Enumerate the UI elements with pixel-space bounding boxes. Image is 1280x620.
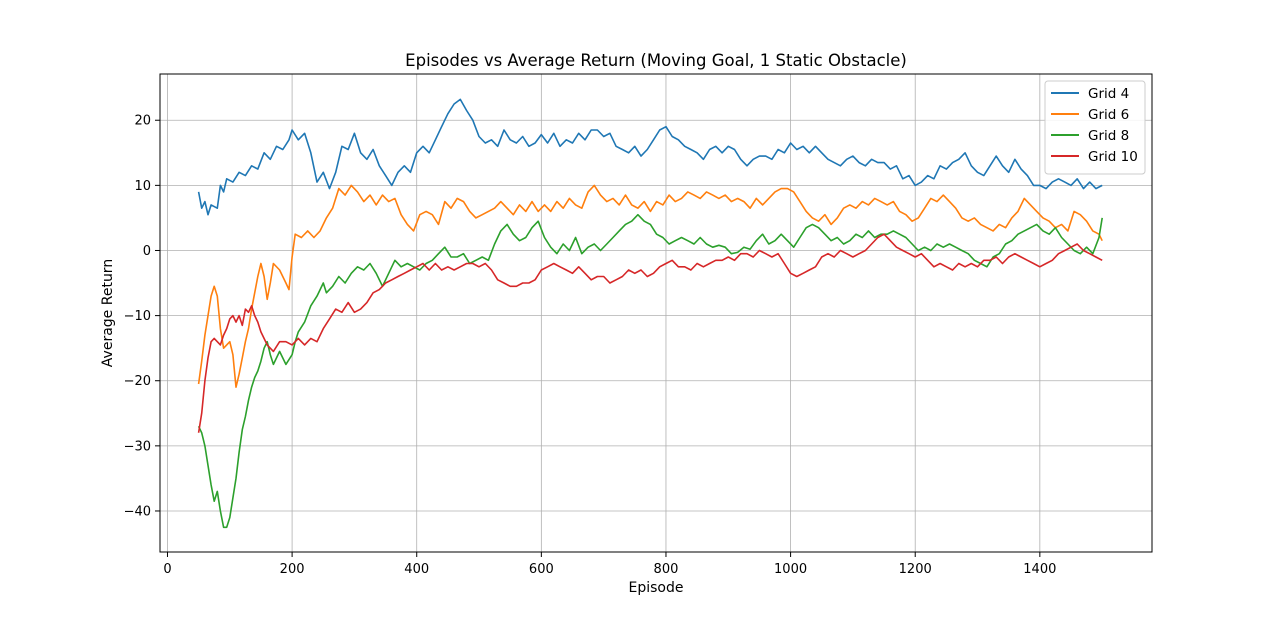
y-tick-label: 0 <box>143 244 151 259</box>
x-tick-label: 1200 <box>899 562 932 577</box>
legend-label-grid-6: Grid 6 <box>1088 107 1129 123</box>
legend-label-grid-10: Grid 10 <box>1088 149 1138 165</box>
legend-label-grid-8: Grid 8 <box>1088 128 1129 144</box>
x-axis-label: Episode <box>629 580 684 596</box>
series-line-grid-8 <box>197 213 1103 529</box>
y-tick-label: −20 <box>124 374 151 389</box>
x-tick-label: 400 <box>404 562 429 577</box>
axis-ticks: 0 200 400 600 800 1000 1200 1400 −40 −30 −20 −10 0 10… <box>124 114 1057 577</box>
y-tick-label: −30 <box>124 439 151 454</box>
x-tick-label: 1000 <box>774 562 807 577</box>
x-tick-label: 1400 <box>1023 562 1056 577</box>
legend: Grid 4 Grid 6 Grid 8 Grid 10 <box>1044 80 1146 175</box>
legend-box <box>1044 80 1146 175</box>
x-tick-label: 600 <box>529 562 554 577</box>
x-tick-label: 800 <box>654 562 679 577</box>
y-tick-label: 20 <box>134 114 151 129</box>
x-tick-label: 0 <box>163 562 171 577</box>
plot-area-frame <box>159 73 1153 553</box>
chart-title: Episodes vs Average Return (Moving Goal,… <box>405 51 907 70</box>
y-axis-label: Average Return <box>100 259 116 367</box>
y-tick-label: −40 <box>124 504 151 519</box>
y-tick-label: 10 <box>134 179 151 194</box>
series-line-grid-10 <box>197 233 1103 433</box>
x-tick-label: 200 <box>280 562 305 577</box>
legend-label-grid-4: Grid 4 <box>1088 86 1129 102</box>
series-line-grid-4 <box>197 98 1103 216</box>
series-lines <box>197 98 1103 529</box>
series-line-grid-6 <box>197 184 1103 388</box>
y-tick-label: −10 <box>124 309 151 324</box>
